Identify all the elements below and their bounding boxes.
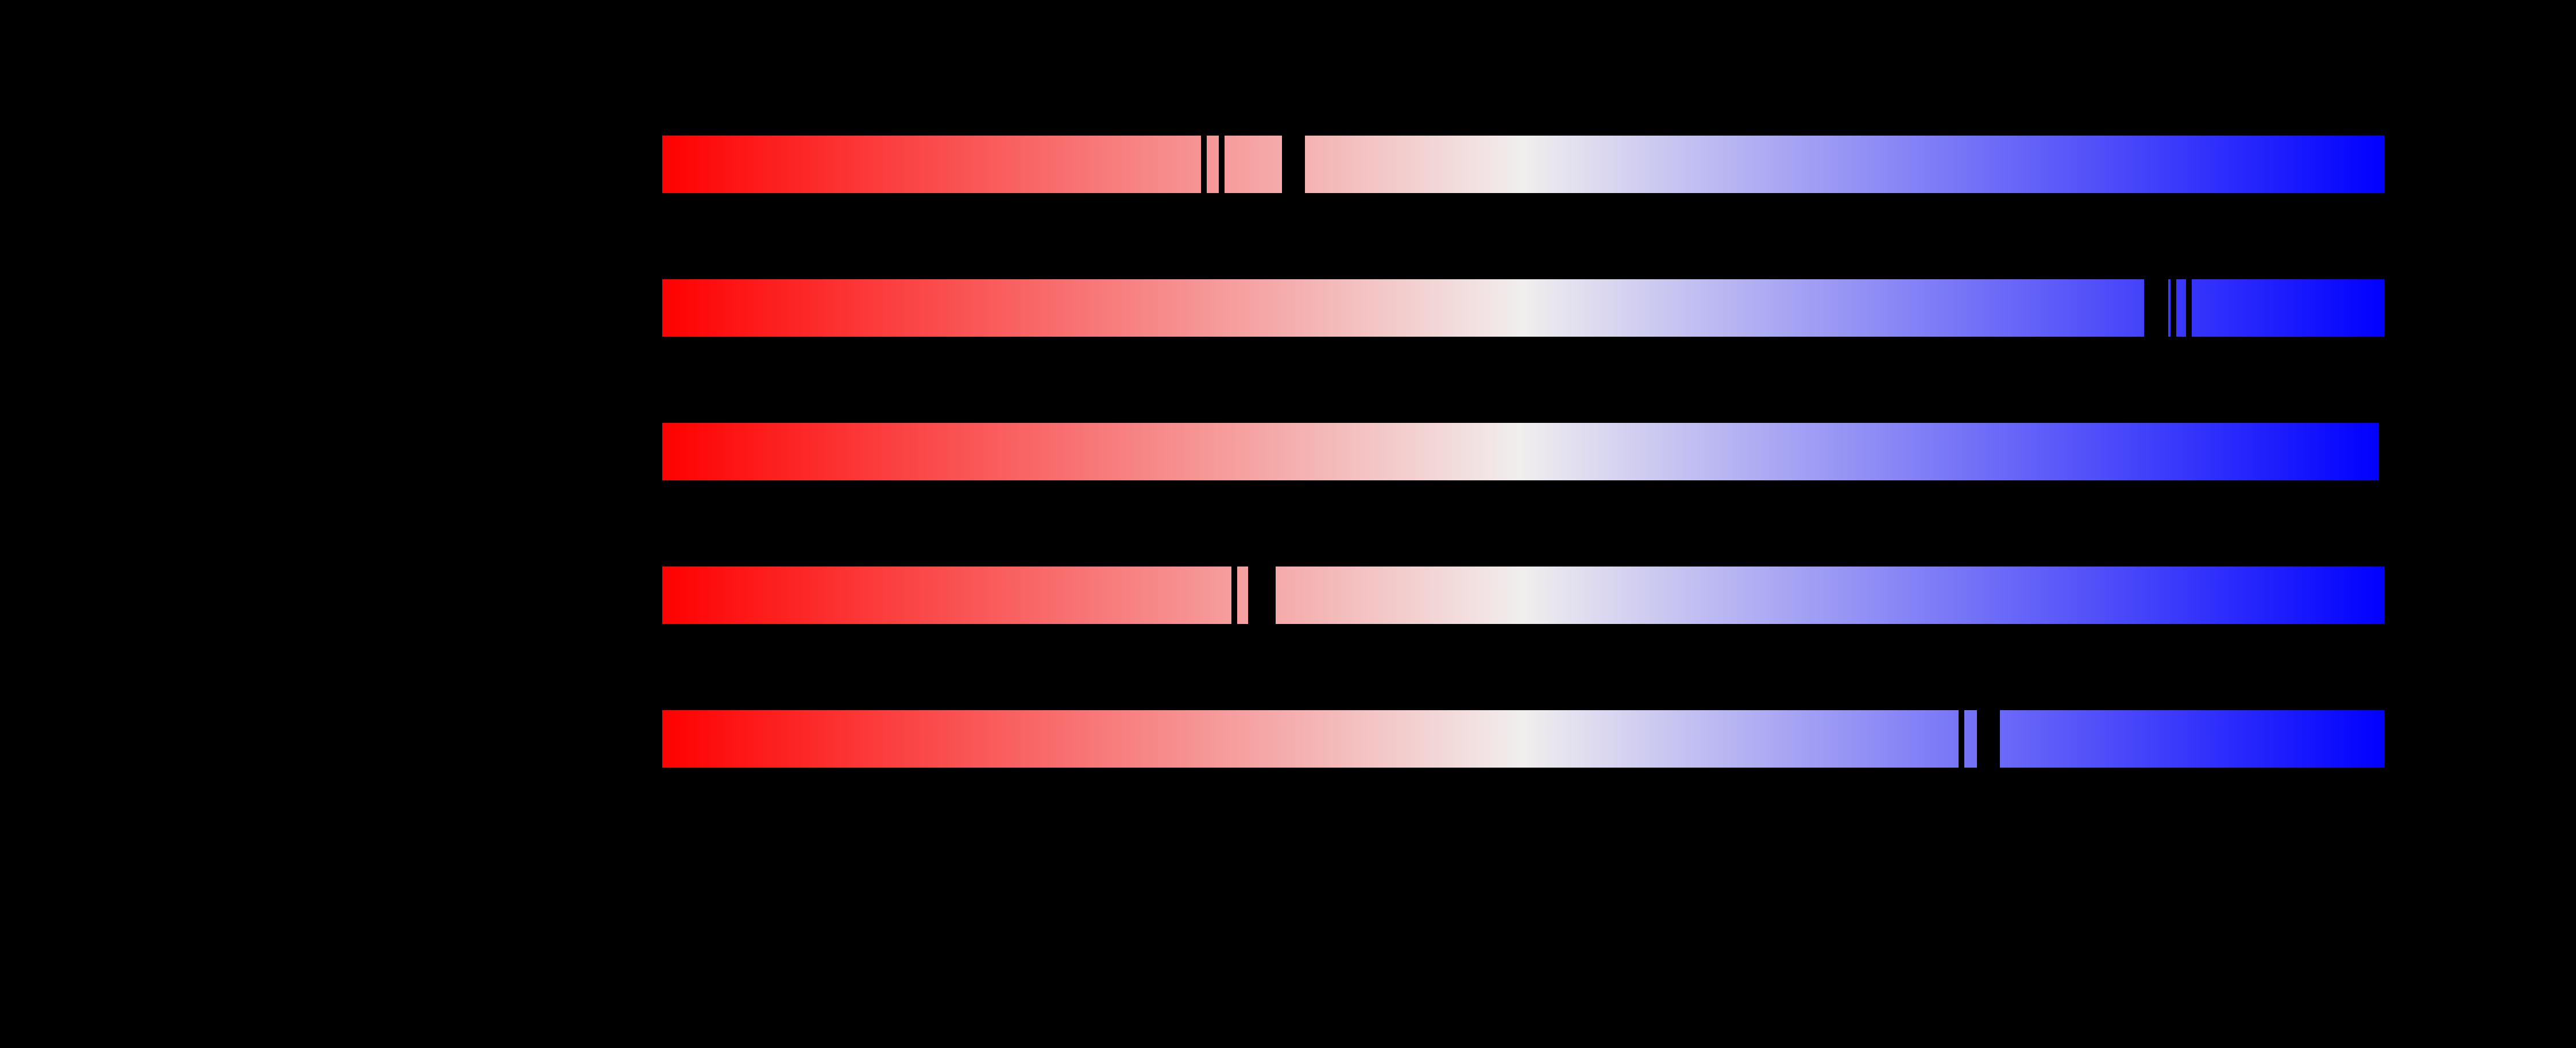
marker-tick-thin: [1201, 136, 1207, 193]
gradient-bar-2: [662, 279, 2384, 337]
marker-tick-thin: [1959, 710, 1964, 768]
marker-tick-thick: [1977, 710, 2000, 768]
marker-tick-thin: [1231, 567, 1237, 624]
marker-tick-thick: [2144, 279, 2168, 337]
marker-tick-thick: [1248, 567, 1276, 624]
gradient-bar-1: [662, 136, 2384, 193]
marker-tick-thick: [1282, 136, 1305, 193]
gradient-bar-3: [662, 423, 2378, 480]
marker-tick-thin: [1219, 136, 1225, 193]
gradient-bar-5: [662, 710, 2384, 768]
marker-tick-thin: [2186, 279, 2192, 337]
marker-tick-thin: [2171, 279, 2176, 337]
gradient-bar-4: [662, 567, 2384, 624]
